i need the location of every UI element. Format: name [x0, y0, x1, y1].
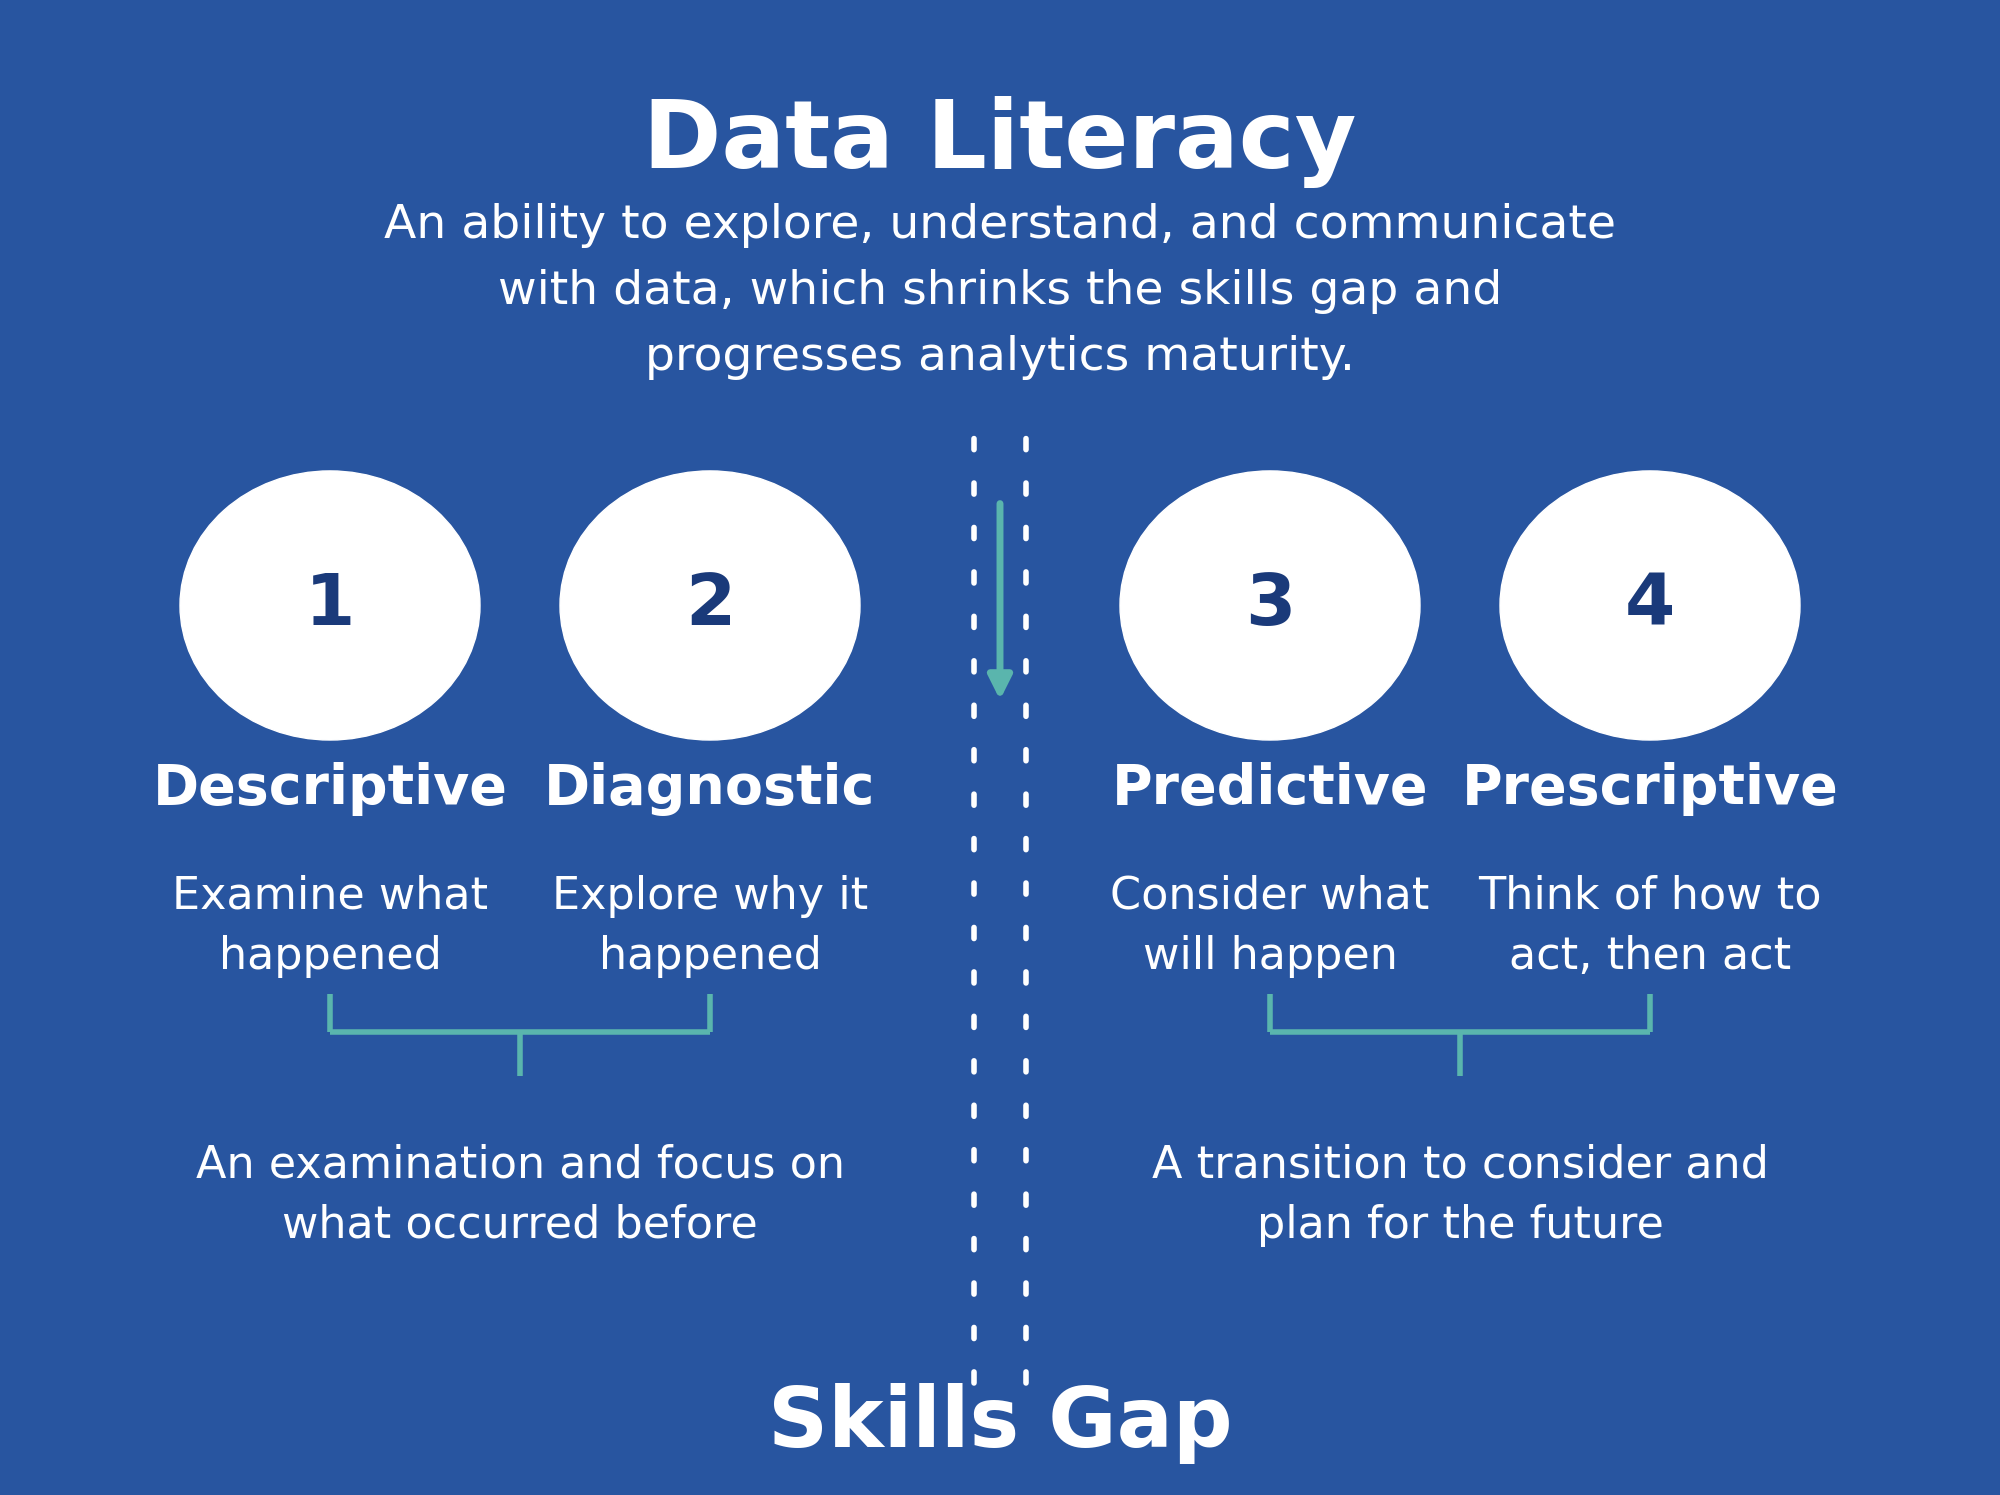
Text: Prescriptive: Prescriptive [1462, 762, 1838, 816]
Ellipse shape [180, 471, 480, 740]
Text: 2: 2 [684, 571, 736, 640]
Text: An examination and focus on
what occurred before: An examination and focus on what occurre… [196, 1144, 844, 1247]
Ellipse shape [560, 471, 860, 740]
Text: Consider what
will happen: Consider what will happen [1110, 875, 1430, 978]
Text: Data Literacy: Data Literacy [644, 96, 1356, 188]
Text: Explore why it
happened: Explore why it happened [552, 875, 868, 978]
Text: A transition to consider and
plan for the future: A transition to consider and plan for th… [1152, 1144, 1768, 1247]
Text: Descriptive: Descriptive [152, 762, 508, 816]
Text: 4: 4 [1624, 571, 1676, 640]
Text: Diagnostic: Diagnostic [544, 762, 876, 816]
Text: Think of how to
act, then act: Think of how to act, then act [1478, 875, 1822, 978]
Text: 1: 1 [304, 571, 356, 640]
Ellipse shape [1500, 471, 1800, 740]
Text: Predictive: Predictive [1112, 762, 1428, 816]
Text: An ability to explore, understand, and communicate
with data, which shrinks the : An ability to explore, understand, and c… [384, 203, 1616, 380]
Text: Examine what
happened: Examine what happened [172, 875, 488, 978]
Text: Skills Gap: Skills Gap [768, 1383, 1232, 1464]
Text: 3: 3 [1244, 571, 1296, 640]
Ellipse shape [1120, 471, 1420, 740]
